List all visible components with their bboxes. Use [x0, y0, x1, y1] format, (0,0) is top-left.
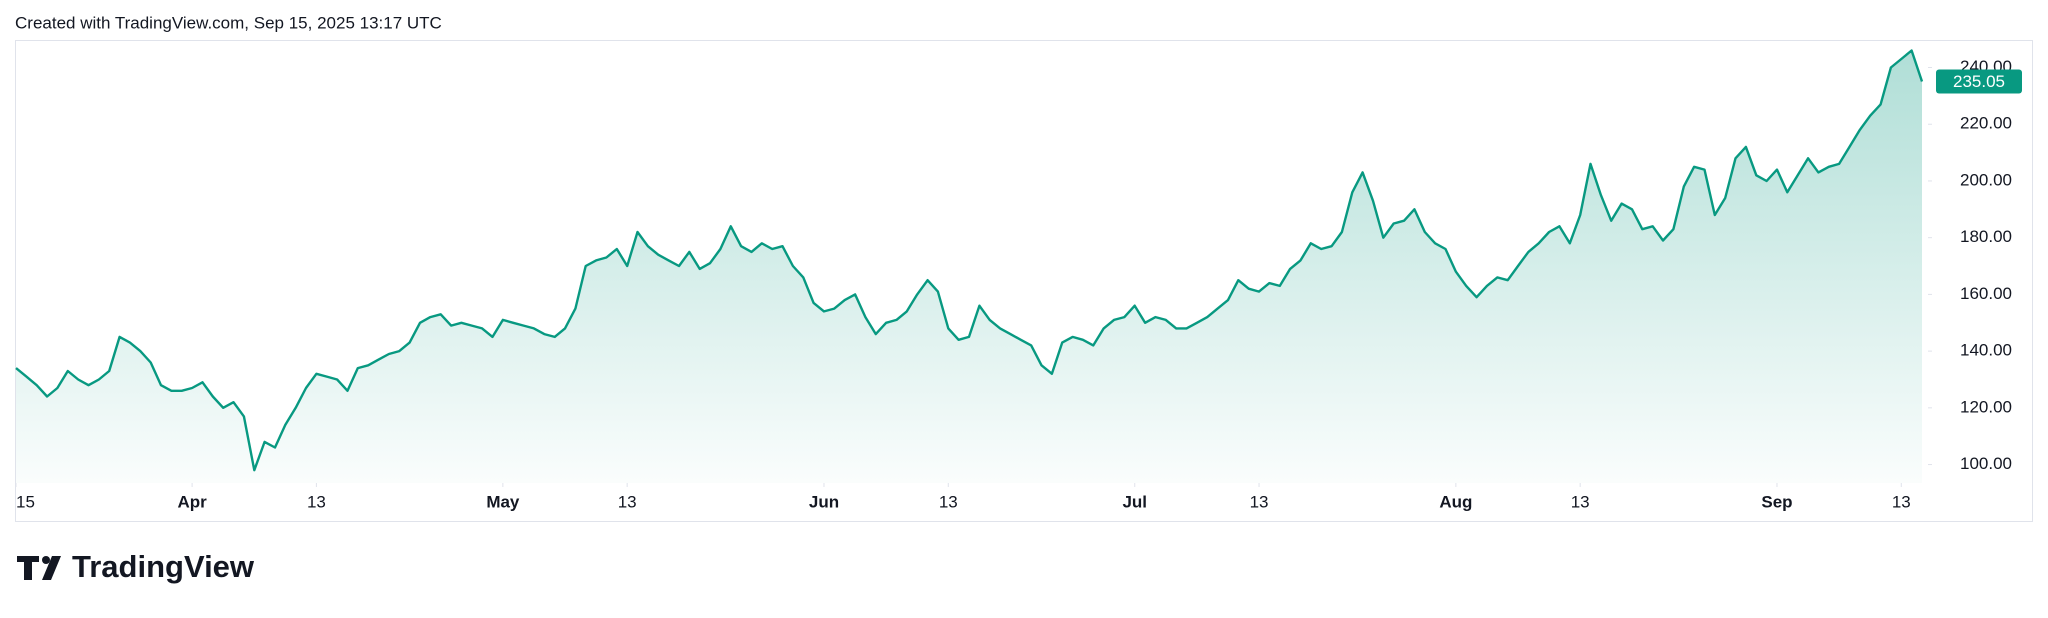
price-line [15, 49, 1924, 472]
y-tick-label: 160.00 [1960, 284, 2012, 303]
y-tick-label: 180.00 [1960, 227, 2012, 246]
x-tick-label: 13 [618, 492, 637, 511]
x-tick-label: 15 [16, 492, 35, 511]
x-tick-label: 13 [1250, 492, 1269, 511]
logo-icon [42, 556, 61, 580]
y-tick-label: 120.00 [1960, 397, 2012, 416]
x-tick-label: 13 [307, 492, 326, 511]
logo-icon [42, 556, 50, 564]
y-tick-label: 200.00 [1960, 170, 2012, 189]
x-tick-label: Jun [809, 492, 839, 511]
x-tick-label: 13 [1892, 492, 1911, 511]
x-tick-label: Sep [1761, 492, 1792, 511]
y-tick-label: 220.00 [1960, 114, 2012, 133]
y-tick-label: 100.00 [1960, 454, 2012, 473]
y-tick-label: 140.00 [1960, 341, 2012, 360]
last-price-tag [1936, 69, 2022, 94]
x-tick-label: Apr [177, 492, 207, 511]
plot: 100.00 120.00 140.00 160.00 180.00 200.00 220.… [15, 49, 2022, 511]
last-price-label: 235.05 [1953, 72, 2005, 91]
x-tick-label: 13 [939, 492, 958, 511]
chart-frame [15, 40, 2033, 522]
logo: TradingView [17, 549, 255, 584]
logo-text: TradingView [72, 549, 255, 584]
x-tick-label: 13 [1571, 492, 1590, 511]
x-tick-label: May [486, 492, 520, 511]
header-text: Created with TradingView.com, Sep 15, 20… [15, 13, 442, 32]
x-tick-label: Jul [1122, 492, 1147, 511]
logo-icon [17, 556, 39, 580]
area-fill [16, 50, 1922, 483]
x-tick-label: Aug [1439, 492, 1472, 511]
